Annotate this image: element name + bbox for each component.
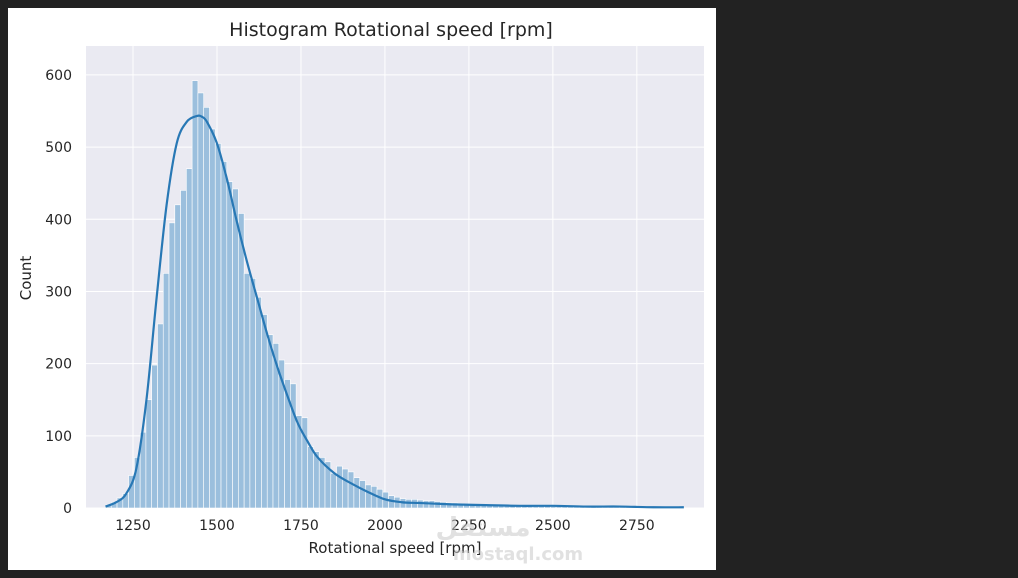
histogram-bar — [220, 161, 228, 509]
y-tick-label: 0 — [63, 501, 72, 517]
histogram-bar — [191, 80, 199, 509]
x-tick-label: 1500 — [199, 518, 235, 534]
y-tick-label: 500 — [45, 140, 72, 156]
histogram-bar — [157, 323, 164, 509]
watermark-logo: مستقل — [435, 513, 530, 543]
histogram-bar — [336, 465, 343, 509]
histogram-bar — [209, 128, 216, 509]
histogram-bar — [359, 480, 366, 509]
tick-labels: 1250 1500 1750 2000 2250 2500 2750 0 100 200 300 40… — [45, 68, 654, 534]
histogram-bar — [290, 383, 297, 509]
y-tick-label: 600 — [45, 68, 72, 84]
histogram-bar — [342, 468, 349, 509]
histogram-bar — [174, 204, 181, 509]
y-tick-label: 400 — [45, 212, 72, 228]
histogram-bar — [203, 107, 210, 509]
histogram-bar — [214, 143, 222, 509]
watermark-url: mostaql.com — [453, 544, 583, 565]
histogram-bar — [347, 471, 355, 509]
y-tick-label: 300 — [45, 284, 72, 300]
x-tick-label: 2000 — [367, 518, 403, 534]
histogram-bar — [365, 484, 372, 509]
histogram-bar — [266, 334, 274, 509]
histogram-bar — [197, 92, 204, 509]
histogram-bar — [226, 181, 233, 509]
x-axis-title: Rotational speed [rpm] — [309, 539, 482, 557]
histogram-bar — [180, 190, 187, 509]
histogram-bar — [255, 296, 262, 509]
x-tick-label: 2500 — [535, 518, 571, 534]
figure: Histogram Rotational speed [rpm] 1250 150… — [8, 8, 716, 570]
histogram-bar — [238, 213, 245, 509]
y-tick-label: 100 — [45, 429, 72, 445]
x-tick-label: 2250 — [451, 518, 487, 534]
histogram-bar — [151, 364, 158, 509]
histogram-bar — [186, 168, 193, 509]
histogram-bar — [330, 473, 337, 509]
histogram-bar — [162, 273, 170, 509]
x-tick-label: 2750 — [619, 518, 655, 534]
histogram-bar — [232, 188, 239, 509]
histogram-bar — [313, 451, 320, 509]
histogram-bar — [261, 314, 268, 509]
kde-curve-layer — [105, 114, 684, 509]
x-tick-label: 1750 — [283, 518, 319, 534]
histogram-bar — [168, 222, 176, 509]
y-tick-label: 200 — [45, 357, 72, 373]
histogram-bar — [249, 278, 256, 509]
histogram-bar — [370, 486, 378, 509]
histogram-bar — [243, 273, 251, 509]
histogram-bar — [307, 446, 314, 509]
x-tick-label: 1250 — [115, 518, 151, 534]
chart-title: Histogram Rotational speed [rpm] — [229, 19, 553, 41]
y-axis-title: Count — [17, 256, 35, 301]
histogram-chart: Histogram Rotational speed [rpm] 1250 150… — [17, 19, 704, 565]
histogram-bar — [145, 399, 152, 509]
histogram-bar — [353, 477, 360, 509]
kde-curve — [105, 114, 684, 509]
